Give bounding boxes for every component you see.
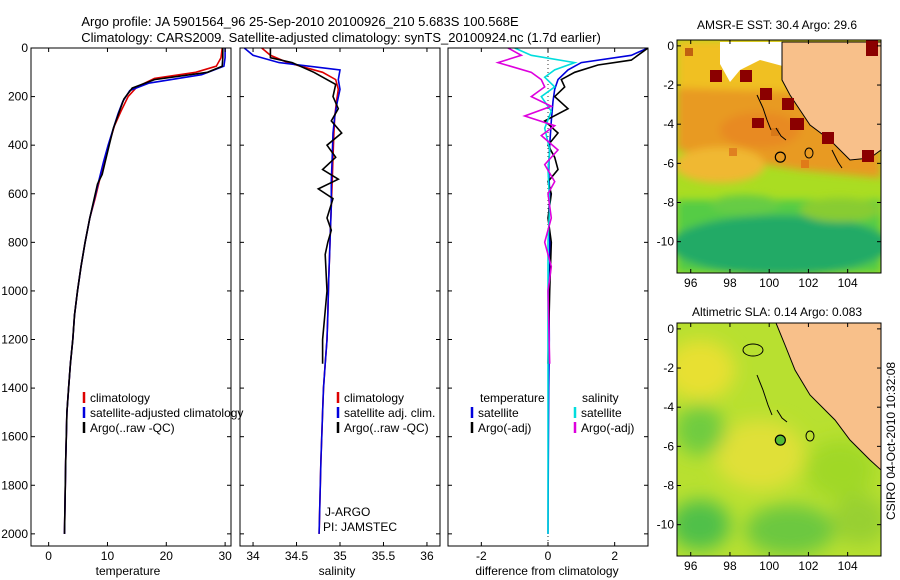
difference-temperature-legend-label: satellite xyxy=(478,406,519,420)
temperature-ytick-label: 1600 xyxy=(1,430,28,444)
temperature-ytick-label: 600 xyxy=(8,187,28,201)
sst-map-ytick-label: -4 xyxy=(663,117,674,131)
temperature-xtick-label: 20 xyxy=(160,549,174,563)
difference-xtick-label: -2 xyxy=(476,549,487,563)
difference-xtick-label: 0 xyxy=(545,549,552,563)
sla-map-field xyxy=(677,323,881,556)
sla-map-ytick-label: -4 xyxy=(663,400,674,414)
temperature-ytick-label: 1800 xyxy=(1,478,28,492)
title-line-2: Climatology: CARS2009. Satellite-adjuste… xyxy=(81,30,601,45)
difference-temperature-legend-label: Argo(-adj) xyxy=(478,421,531,435)
sst-map-ytick-label: -8 xyxy=(663,196,674,210)
sla-argo-location-marker xyxy=(774,434,786,446)
difference-series-salinity-satellite xyxy=(514,48,578,534)
difference-xtick-label: 2 xyxy=(611,549,618,563)
sla-map-xtick-label: 104 xyxy=(838,559,858,573)
difference-salinity-legend-label: satellite xyxy=(581,406,622,420)
salinity-xtick-label: 34 xyxy=(246,549,260,563)
sla-map-ytick-label: -8 xyxy=(663,479,674,493)
salinity-panel: 34 34.5 35 35.5 36 salinity climatologysatel… xyxy=(239,47,441,578)
difference-salinity-legend-label: Argo(-adj) xyxy=(581,421,634,435)
temperature-xtick-label: 0 xyxy=(45,549,52,563)
temperature-series-satellite-adjusted-climatology xyxy=(63,48,226,534)
temperature-ytick-label: 1400 xyxy=(1,381,28,395)
sst-map-panel: AMSR-E SST: 30.4 Argo: 29.6 xyxy=(657,18,882,290)
sst-map-xtick-label: 96 xyxy=(684,276,698,290)
sst-map-title: AMSR-E SST: 30.4 Argo: 29.6 xyxy=(697,18,857,32)
salinity-xtick-label: 35 xyxy=(333,549,347,563)
temperature-ytick-label: 1200 xyxy=(1,333,28,347)
sla-map-xtick-label: 96 xyxy=(684,559,698,573)
sst-map-xtick-label: 102 xyxy=(798,276,818,290)
temperature-series-climatology xyxy=(63,48,223,534)
sst-map-frame xyxy=(676,39,882,274)
temperature-ytick-label: 2000 xyxy=(1,527,28,541)
temperature-ytick-label: 1000 xyxy=(1,284,28,298)
salinity-xtick-label: 34.5 xyxy=(285,549,309,563)
side-timestamp: CSIRO 04-Oct-2010 10:32:08 xyxy=(884,362,898,520)
salinity-axes-frame xyxy=(239,47,441,547)
sla-map-ytick-label: 0 xyxy=(667,322,674,336)
salinity-legend-label: Argo(..raw -QC) xyxy=(344,421,429,435)
temperature-ytick-label: 200 xyxy=(8,90,28,104)
sst-map-xtick-label: 104 xyxy=(838,276,858,290)
sla-map-frame xyxy=(676,322,882,557)
sst-map-ytick-label: -6 xyxy=(663,156,674,170)
sla-map-xtick-label: 98 xyxy=(723,559,737,573)
temperature-panel: 0 10 20 30 0 200 400 600 800 1000 1200 1400 1600 1800… xyxy=(1,41,243,578)
difference-legend-header-salinity: salinity xyxy=(582,391,619,405)
difference-xlabel: difference from climatology xyxy=(475,564,618,578)
sst-map-field xyxy=(677,40,881,273)
sla-map-ytick-label: -2 xyxy=(663,361,674,375)
salinity-xtick-label: 36 xyxy=(420,549,434,563)
salinity-annotation-pi: PI: JAMSTEC xyxy=(323,520,397,534)
temperature-legend-label: satellite-adjusted climatology xyxy=(90,406,243,420)
sst-argo-location-marker xyxy=(774,151,786,163)
difference-series-salinity-argo-adj xyxy=(495,48,560,364)
temperature-ytick-label: 800 xyxy=(8,235,28,249)
difference-panel: -2 0 2 difference from climatology tempera… xyxy=(447,47,649,578)
temperature-ytick-label: 0 xyxy=(21,41,28,55)
temperature-legend-label: climatology xyxy=(90,391,150,405)
temperature-xtick-label: 10 xyxy=(101,549,115,563)
sla-map-xtick-label: 102 xyxy=(798,559,818,573)
sst-map-ytick-label: 0 xyxy=(667,39,674,53)
title-line-1: Argo profile: JA 5901564_96 25-Sep-2010 … xyxy=(81,14,519,29)
temperature-xtick-label: 30 xyxy=(218,549,232,563)
salinity-series-argo-raw-qc xyxy=(269,48,343,364)
difference-legend: temperature salinitysatelliteArgo(-adj)sa… xyxy=(470,391,634,435)
salinity-legend-label: climatology xyxy=(344,391,404,405)
sla-map-title: Altimetric SLA: 0.14 Argo: 0.083 xyxy=(692,305,862,319)
temperature-legend-label: Argo(..raw -QC) xyxy=(90,421,175,435)
salinity-series-satellite-adj-clim xyxy=(243,48,341,534)
difference-legend-header-temperature: temperature xyxy=(480,391,545,405)
temperature-series-argo-raw-qc xyxy=(63,48,224,534)
sst-map-xtick-label: 100 xyxy=(759,276,779,290)
difference-series-temperature-satellite xyxy=(547,48,648,534)
salinity-xlabel: salinity xyxy=(319,564,356,578)
temperature-axes-frame xyxy=(30,47,232,547)
sst-map-ytick-label: -2 xyxy=(663,78,674,92)
salinity-annotation-program: J-ARGO xyxy=(325,505,370,519)
temperature-xlabel: temperature xyxy=(96,564,161,578)
sla-map-xtick-label: 100 xyxy=(759,559,779,573)
sla-map-panel: Altimetric SLA: 0.14 Argo: 0.083 96 98 100… xyxy=(657,305,882,573)
temperature-ytick-label: 400 xyxy=(8,138,28,152)
difference-series-temperature-argo-adj xyxy=(543,48,648,364)
salinity-legend-label: satellite adj. clim. xyxy=(344,406,435,420)
sla-map-ytick-label: -10 xyxy=(657,518,675,532)
sst-map-xtick-label: 98 xyxy=(723,276,737,290)
sla-map-ytick-label: -6 xyxy=(663,439,674,453)
sst-map-ytick-label: -10 xyxy=(657,235,675,249)
salinity-xtick-label: 35.5 xyxy=(372,549,396,563)
